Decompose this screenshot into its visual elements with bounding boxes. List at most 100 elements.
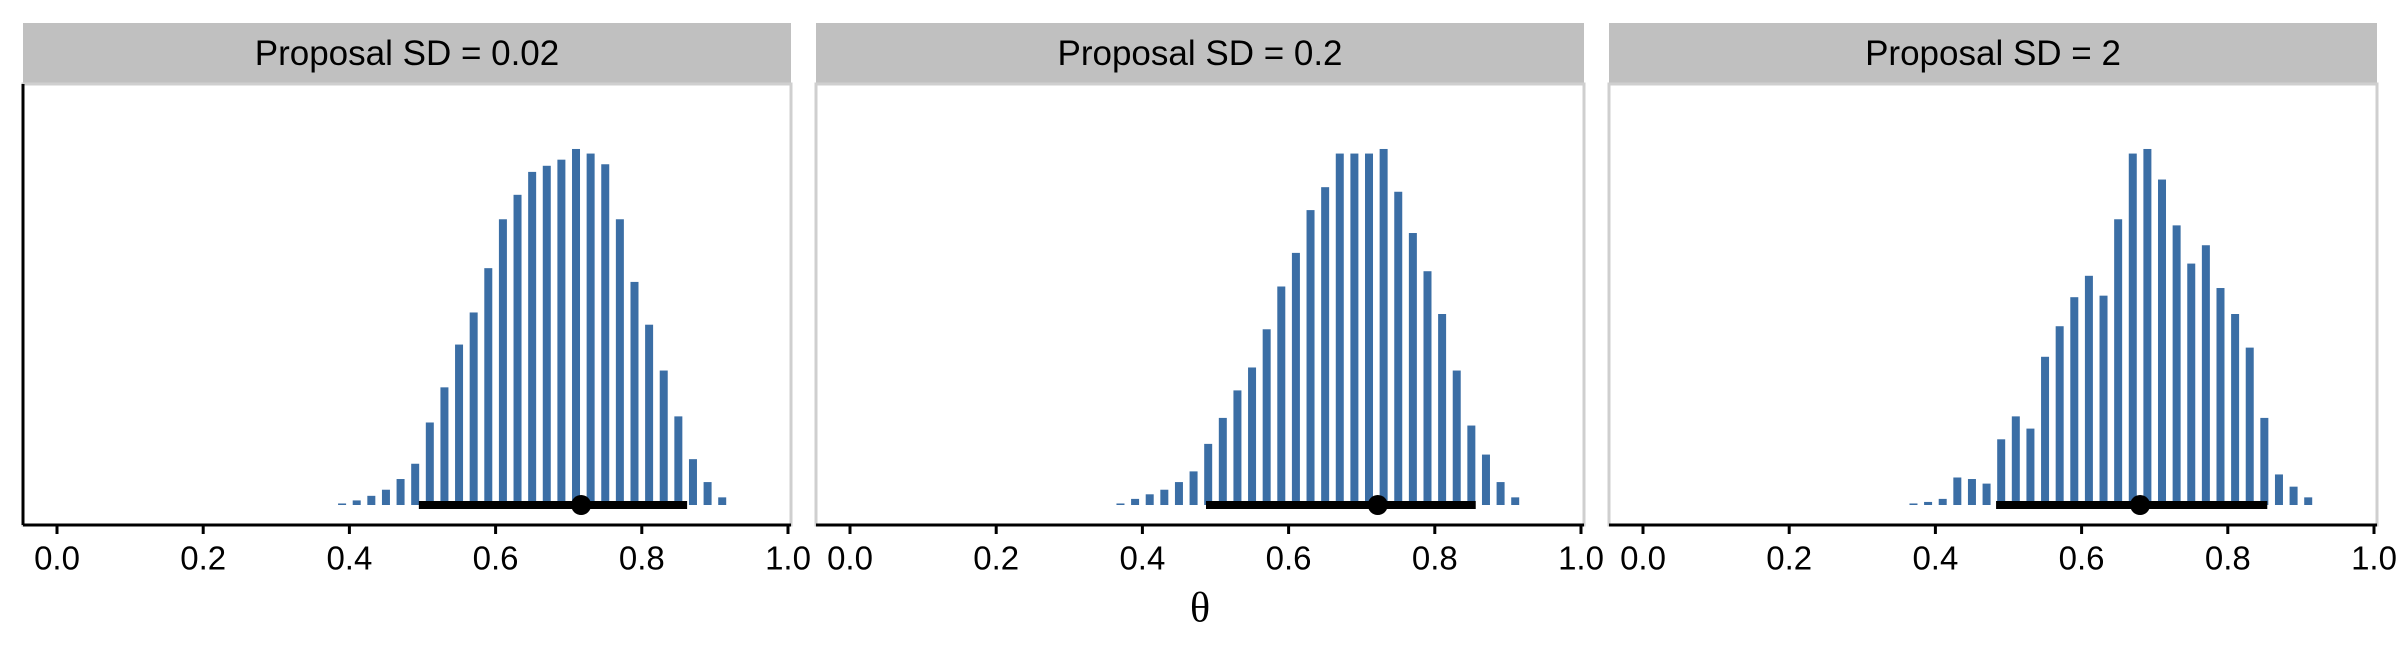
- bar: [455, 344, 464, 505]
- bar: [601, 164, 610, 506]
- bar: [1321, 187, 1330, 505]
- bar: [659, 370, 668, 505]
- bar: [2187, 263, 2196, 505]
- bar: [1408, 233, 1417, 506]
- bar: [1365, 153, 1374, 505]
- bar: [528, 171, 537, 505]
- bar: [498, 219, 507, 505]
- bar: [1511, 497, 1520, 505]
- x-tick-label: 0.0: [34, 540, 80, 577]
- x-tick-label: 0.2: [180, 540, 226, 577]
- bar: [469, 312, 478, 505]
- bar: [2216, 288, 2225, 505]
- bar: [484, 268, 493, 505]
- facet-strip: [1609, 23, 2377, 84]
- bar: [1306, 210, 1315, 505]
- bar: [1423, 271, 1432, 505]
- bar: [2172, 225, 2181, 505]
- bar: [2114, 219, 2123, 505]
- point-estimate: [2130, 495, 2151, 515]
- bar: [645, 324, 654, 505]
- bar: [411, 463, 420, 505]
- x-tick-label: 1.0: [1558, 540, 1604, 577]
- bar: [557, 159, 566, 505]
- bar: [1467, 425, 1476, 505]
- bar: [586, 153, 595, 505]
- x-tick-label: 0.4: [326, 540, 372, 577]
- bar: [1131, 498, 1140, 505]
- bar: [2070, 297, 2079, 505]
- x-tick-label: 0.4: [1119, 540, 1165, 577]
- bar: [2231, 314, 2240, 505]
- bar: [1953, 477, 1962, 505]
- bar: [2011, 416, 2020, 505]
- facet-title: Proposal SD = 2: [1865, 34, 2121, 73]
- x-tick-label: 0.4: [1912, 540, 1958, 577]
- bar: [1982, 483, 1991, 505]
- bar: [1452, 370, 1461, 505]
- bar: [2274, 474, 2283, 505]
- bar: [1997, 439, 2006, 505]
- bar: [1204, 443, 1213, 505]
- bar: [1189, 471, 1198, 505]
- bar: [674, 416, 683, 505]
- point-estimate: [1367, 495, 1388, 515]
- bar: [1924, 501, 1933, 505]
- bar: [2099, 295, 2108, 505]
- x-tick-label: 0.8: [619, 540, 665, 577]
- x-tick-label: 0.8: [2205, 540, 2251, 577]
- x-tick-label: 0.6: [1266, 540, 1312, 577]
- facet-title: Proposal SD = 0.02: [255, 34, 560, 73]
- x-axis-label: θ: [1190, 586, 1210, 632]
- x-tick-label: 1.0: [765, 540, 811, 577]
- bar: [2143, 148, 2152, 505]
- facet-strip: [816, 23, 1584, 84]
- bar: [1291, 252, 1300, 505]
- x-tick-label: 0.6: [2059, 540, 2105, 577]
- bar: [367, 495, 376, 505]
- bar: [1277, 286, 1286, 505]
- bar: [2055, 326, 2064, 505]
- bar: [425, 422, 434, 505]
- bar: [572, 148, 581, 505]
- bar: [1248, 367, 1257, 505]
- bar: [1496, 482, 1505, 505]
- bar: [1116, 503, 1125, 505]
- bar: [1160, 489, 1169, 505]
- x-tick-label: 0.2: [973, 540, 1019, 577]
- x-tick-label: 0.0: [1620, 540, 1666, 577]
- bar: [1379, 148, 1388, 505]
- bar: [1481, 454, 1490, 505]
- bar: [1967, 479, 1976, 505]
- bar: [1218, 417, 1227, 505]
- bar: [1438, 314, 1447, 505]
- bar: [2026, 428, 2035, 505]
- bar: [2304, 497, 2313, 505]
- x-tick-label: 1.0: [2351, 540, 2397, 577]
- bar: [338, 503, 347, 505]
- bar: [1233, 390, 1242, 505]
- x-tick-label: 0.8: [1412, 540, 1458, 577]
- facet-strip: [23, 23, 791, 84]
- bar: [2084, 275, 2093, 505]
- bar: [2201, 245, 2210, 506]
- bar: [688, 459, 697, 505]
- bar: [1394, 191, 1403, 505]
- bar: [352, 500, 361, 505]
- bar: [2158, 179, 2167, 505]
- bar: [2260, 417, 2269, 505]
- bar: [718, 497, 727, 505]
- facet-title: Proposal SD = 0.2: [1057, 34, 1342, 73]
- x-tick-label: 0.6: [473, 540, 519, 577]
- bar: [2041, 356, 2050, 505]
- bar: [2289, 486, 2298, 505]
- bar: [2245, 347, 2254, 505]
- x-tick-label: 0.2: [1766, 540, 1812, 577]
- bar: [1262, 329, 1271, 505]
- bar: [396, 479, 405, 505]
- x-tick-label: 0.0: [827, 540, 873, 577]
- bar: [2128, 153, 2137, 505]
- point-estimate: [571, 495, 592, 515]
- bar: [542, 165, 551, 505]
